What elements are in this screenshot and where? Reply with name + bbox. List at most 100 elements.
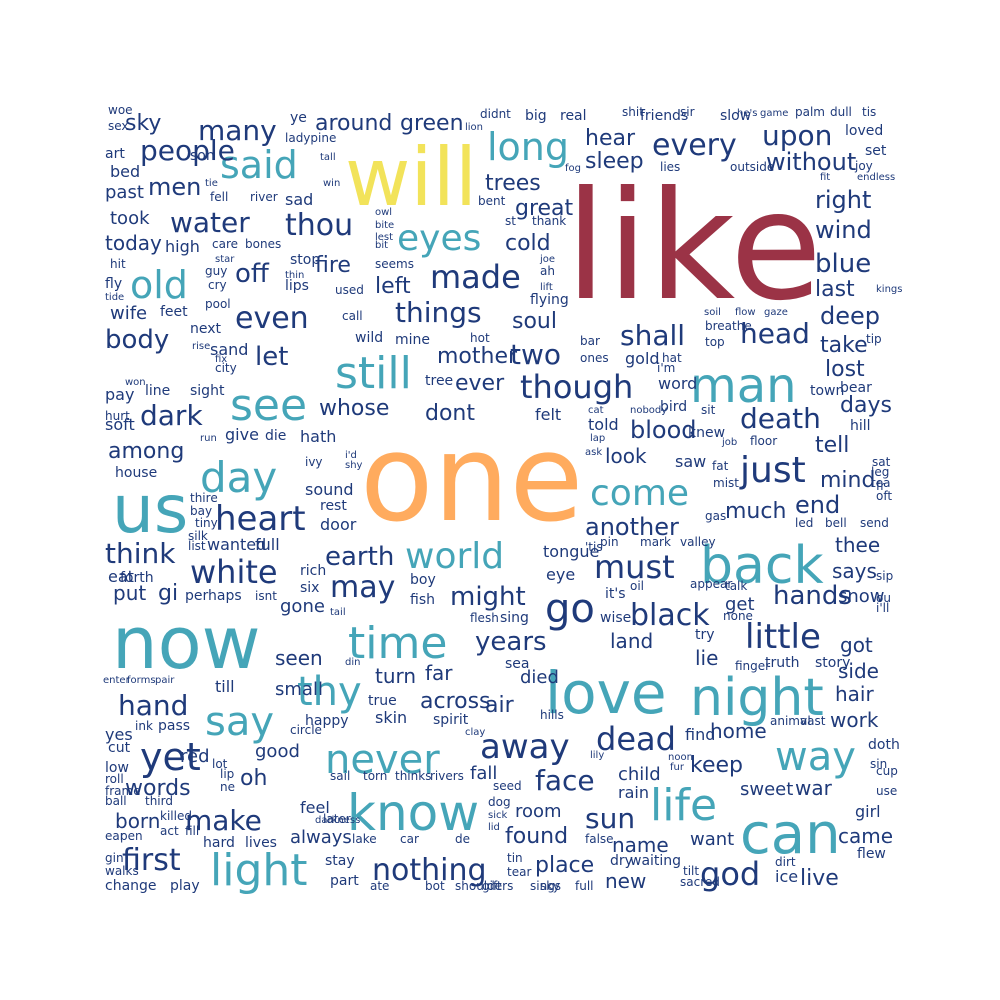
cloud-word: look (605, 444, 647, 468)
cloud-word: mind (820, 468, 875, 493)
cloud-word: body (105, 325, 169, 355)
cloud-word: ball (105, 794, 127, 808)
cloud-word: blue (815, 249, 871, 279)
cloud-word: white (190, 553, 278, 591)
cloud-word: hath (300, 427, 336, 446)
cloud-word: rain (618, 783, 649, 802)
cloud-word: sin (870, 757, 887, 771)
cloud-word: waiting (630, 853, 681, 869)
cloud-word: list (188, 539, 206, 553)
cloud-word: clay (465, 727, 485, 738)
cloud-word: born (115, 809, 160, 833)
cloud-word: green (400, 111, 464, 136)
cloud-word: hat (662, 351, 682, 365)
cloud-word: roll (105, 772, 124, 786)
cloud-word: gaze (764, 307, 788, 318)
cloud-word: world (405, 536, 504, 577)
cloud-word: go (545, 586, 595, 632)
cloud-word: take (820, 333, 868, 358)
cloud-word: valley (680, 535, 716, 549)
cloud-word: truth (765, 655, 799, 671)
cloud-word: shy (345, 460, 363, 471)
cloud-word: high (165, 237, 200, 256)
cloud-word: thin (285, 270, 304, 281)
cloud-word: without (766, 148, 856, 176)
cloud-word: still (335, 348, 412, 399)
cloud-word: knew (688, 425, 725, 441)
cloud-word: home (710, 719, 767, 743)
cloud-word: time (348, 618, 447, 669)
cloud-word: enter (103, 675, 131, 686)
cloud-word: tree (425, 373, 453, 389)
cloud-word: friends (640, 108, 688, 124)
cloud-word: seen (275, 646, 323, 670)
cloud-word: didnt (480, 107, 511, 121)
cloud-word: tin (507, 851, 523, 865)
cloud-word: ivy (305, 455, 323, 469)
cloud-word: sacred (680, 875, 720, 889)
cloud-word: ah (540, 264, 555, 278)
cloud-word: fog (565, 163, 581, 174)
cloud-word: flesh (470, 611, 499, 625)
cloud-word: among (108, 439, 184, 464)
cloud-word: little (745, 617, 821, 657)
cloud-word: tall (320, 152, 336, 163)
cloud-word: sail (330, 769, 350, 783)
cloud-word: sings (530, 879, 561, 893)
cloud-word: things (395, 296, 482, 329)
cloud-word: got (840, 633, 873, 657)
cloud-word: palm (795, 105, 825, 119)
cloud-word: next (190, 321, 222, 337)
cloud-word: rich (300, 563, 326, 579)
cloud-word: car (400, 832, 419, 846)
cloud-word: 'tis (585, 540, 603, 554)
cloud-word: now (112, 601, 261, 685)
cloud-word: thou (285, 208, 353, 243)
cloud-word: slow (720, 108, 751, 124)
cloud-word: off (235, 259, 270, 289)
cloud-word: always (290, 827, 352, 848)
cloud-word: place (535, 853, 594, 878)
cloud-word: last (815, 277, 855, 302)
cloud-word: one (360, 410, 583, 549)
cloud-word: right (815, 186, 871, 214)
cloud-word: lives (245, 835, 277, 851)
cloud-word: bell (825, 516, 847, 530)
cloud-word: ladypine (285, 131, 336, 145)
cloud-word: led (795, 516, 813, 530)
cloud-word: day (200, 453, 277, 502)
cloud-word: life (650, 780, 717, 831)
cloud-word: eat (108, 567, 134, 586)
cloud-word: eye (546, 565, 575, 584)
cloud-word: turn (375, 664, 416, 688)
cloud-word: end (795, 491, 840, 519)
cloud-word: hand (118, 689, 188, 722)
cloud-word: son (190, 148, 215, 164)
cloud-word: sick (488, 810, 507, 821)
cloud-word: let (255, 342, 288, 372)
cloud-word: fill (185, 824, 199, 838)
cloud-word: cut (108, 740, 131, 756)
cloud-word: woe (108, 103, 133, 117)
cloud-word: may (330, 570, 395, 605)
cloud-word: top (705, 335, 725, 349)
cloud-word: blood (630, 416, 697, 444)
cloud-word: wind (815, 216, 872, 244)
cloud-word: men (148, 173, 201, 201)
cloud-word: sky (125, 111, 161, 136)
cloud-word: gin (105, 851, 124, 865)
cloud-word: bed (110, 162, 140, 181)
cloud-word: pen (120, 829, 143, 843)
cloud-word: lion (465, 122, 483, 133)
cloud-word: heart (215, 499, 306, 539)
cloud-word: hair (835, 682, 874, 706)
cloud-word: kings (876, 284, 902, 295)
cloud-word: frame (105, 784, 141, 798)
cloud-word: boy (410, 572, 436, 588)
cloud-word: bar (580, 334, 600, 348)
cloud-word: saw (675, 452, 706, 471)
cloud-word: walks (105, 864, 139, 878)
cloud-word: thire (190, 491, 218, 505)
cloud-word: fall (470, 763, 497, 784)
cloud-word: room (515, 801, 562, 822)
